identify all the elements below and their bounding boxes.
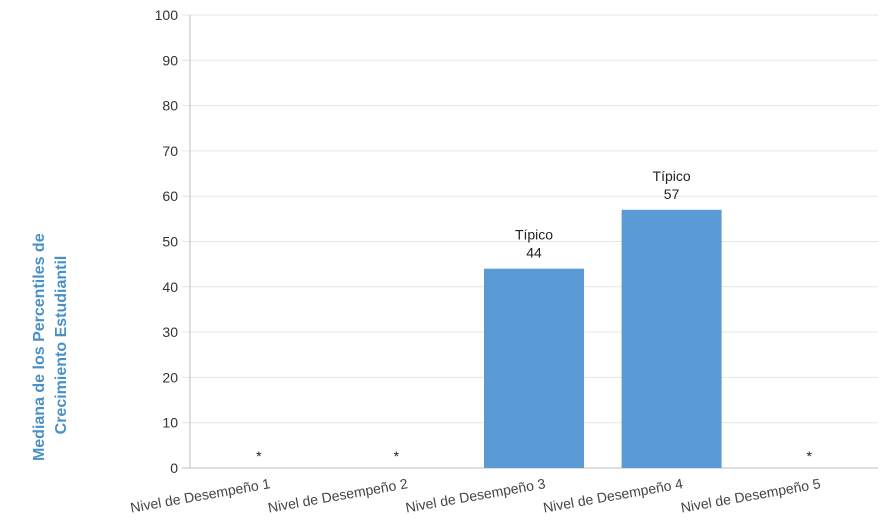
y-tick-label: 10 — [162, 415, 178, 431]
x-tick-label: Nivel de Desempeño 5 — [679, 475, 821, 515]
data-label-status: Típico — [653, 168, 691, 184]
y-tick-label: 70 — [162, 143, 178, 159]
y-tick-label: 90 — [162, 52, 178, 68]
y-tick-label: 50 — [162, 234, 178, 250]
x-tick-label: Nivel de Desempeño 3 — [404, 475, 546, 515]
data-label-status: Típico — [515, 227, 553, 243]
bar-nivel-4 — [621, 209, 722, 469]
bar-nivel-3 — [484, 268, 584, 468]
bars — [484, 209, 722, 469]
y-tick-label: 40 — [162, 279, 178, 295]
y-tick-label: 100 — [155, 7, 179, 23]
y-axis-title-line-2: Crecimiento Estudiantil — [53, 256, 70, 435]
data-label-no-data: * — [256, 448, 262, 464]
y-tick-label: 80 — [162, 98, 178, 114]
data-label-value: 57 — [664, 186, 680, 202]
x-tick-label: Nivel de Desempeño 1 — [129, 475, 271, 515]
data-label-value: 44 — [526, 245, 542, 261]
data-labels: * * Típico 44 Típico 57 * — [256, 168, 812, 464]
y-tick-label: 30 — [162, 324, 178, 340]
y-tick-label: 0 — [170, 460, 178, 476]
y-axis-title: Mediana de los Percentiles de Crecimient… — [31, 229, 70, 461]
data-label-no-data: * — [394, 448, 400, 464]
x-tick-label: Nivel de Desempeño 4 — [542, 475, 684, 515]
y-axis-title-line-1: Mediana de los Percentiles de — [31, 233, 48, 461]
data-label-no-data: * — [806, 448, 812, 464]
y-tick-label: 60 — [162, 188, 178, 204]
y-tick-label: 20 — [162, 369, 178, 385]
x-tick-label: Nivel de Desempeño 2 — [267, 475, 409, 515]
y-tick-labels: 0 10 20 30 40 50 60 70 80 90 100 — [155, 7, 179, 476]
